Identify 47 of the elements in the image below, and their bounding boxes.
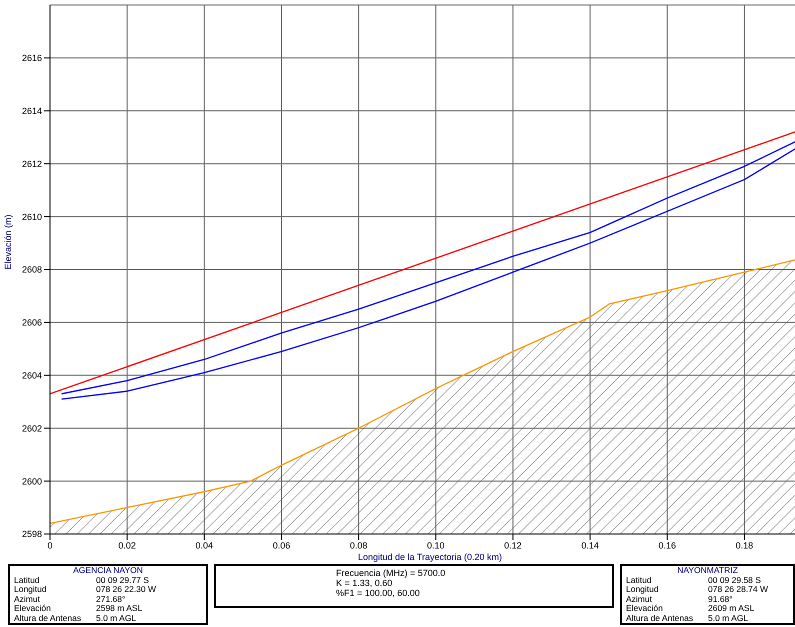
text: Altura de Antenas [626, 612, 694, 623]
text: NAYONMATRIZ [676, 565, 739, 576]
y-tick-label: 2608 [22, 264, 42, 275]
x-tick-label: 0.10 [427, 540, 445, 550]
y-tick-label: 2612 [22, 158, 42, 169]
y-tick-label: 2602 [22, 423, 42, 434]
y-tick-label: 2606 [22, 318, 42, 328]
text: 00 09 29.58 S [708, 574, 761, 585]
text: Azimut [626, 594, 652, 604]
x-axis-title: Longitud de la Trayectoria (0.20 km) [358, 552, 502, 562]
text: Longitud [14, 584, 48, 594]
x-tick-label: 0.18 [736, 540, 754, 550]
text: Frecuencia (MHz) = 5700.0 [335, 568, 446, 578]
text: 2609 m ASL [708, 603, 754, 614]
text: Longitud [626, 584, 660, 594]
y-tick-label: 2616 [22, 53, 42, 64]
text: %F1 = 100.00, 60.00 [335, 588, 421, 598]
y-tick-label: 2600 [22, 476, 42, 486]
y-tick-label: 2598 [22, 529, 42, 540]
y-tick-label: 2614 [22, 106, 42, 116]
text: 271.68° [96, 594, 126, 604]
y-tick-label: 2604 [22, 370, 42, 380]
text: 078 26 22.30 W [96, 584, 156, 594]
x-tick-label: 0.12 [504, 540, 522, 550]
x-tick-label: 0.06 [272, 540, 290, 550]
x-tick-label: 0 [47, 540, 53, 550]
text: 078 26 28.74 W [708, 584, 768, 594]
x-tick-label: 0.16 [658, 540, 676, 550]
text: Elevación [14, 603, 52, 614]
text: K = 1.33, 0.60 [335, 578, 394, 588]
y-tick-label: 2610 [22, 212, 42, 222]
text: 00 09 29.77 S [96, 574, 149, 585]
x-tick-label: 0.14 [581, 540, 599, 550]
x-tick-label: 0.02 [118, 540, 136, 550]
y-axis-title: Elevación (m) [3, 214, 14, 270]
text: AGENCIA NAYON [72, 565, 144, 576]
x-tick-label: 0.04 [196, 540, 214, 550]
text: 91.68° [708, 594, 733, 604]
text: 5.0 m AGL [96, 612, 136, 623]
text: 5.0 m AGL [708, 612, 748, 623]
x-tick-label: 0.08 [350, 540, 368, 550]
text: Azimut [14, 594, 40, 604]
text: Elevación [626, 603, 664, 614]
text: Latitud [14, 574, 41, 585]
text: Altura de Antenas [14, 612, 82, 623]
text: 2598 m ASL [96, 603, 142, 614]
text: Latitud [626, 574, 653, 585]
